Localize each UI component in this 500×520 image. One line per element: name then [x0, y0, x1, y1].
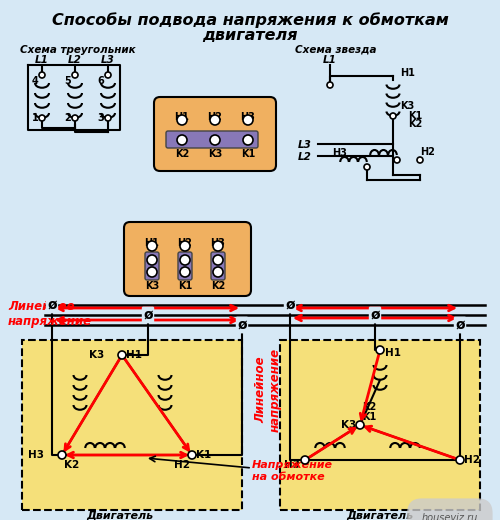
Text: 5: 5: [64, 76, 71, 86]
Circle shape: [177, 115, 187, 125]
Text: ø: ø: [455, 318, 465, 332]
Circle shape: [213, 267, 223, 277]
Circle shape: [364, 164, 370, 170]
Text: 2: 2: [64, 113, 71, 123]
Text: 6: 6: [98, 76, 104, 86]
Text: K2: K2: [211, 281, 225, 291]
Text: H2: H2: [178, 238, 192, 248]
Text: 1: 1: [32, 113, 38, 123]
Text: H1: H1: [174, 112, 190, 122]
Circle shape: [210, 135, 220, 145]
Text: K3: K3: [145, 281, 159, 291]
Text: Линейное
напряжение: Линейное напряжение: [8, 300, 92, 328]
Circle shape: [147, 255, 157, 265]
Text: K1: K1: [408, 111, 422, 121]
Circle shape: [147, 241, 157, 251]
Text: L1: L1: [323, 55, 337, 65]
Circle shape: [417, 157, 423, 163]
Text: H3: H3: [284, 460, 300, 470]
Circle shape: [213, 255, 223, 265]
Text: ø: ø: [143, 308, 153, 322]
Text: 3: 3: [98, 113, 104, 123]
FancyBboxPatch shape: [145, 252, 159, 280]
Text: K3: K3: [341, 420, 356, 430]
Circle shape: [188, 451, 196, 459]
Circle shape: [301, 456, 309, 464]
Text: K1: K1: [241, 149, 255, 159]
Circle shape: [243, 115, 253, 125]
Circle shape: [327, 82, 333, 88]
FancyBboxPatch shape: [124, 222, 251, 296]
Circle shape: [177, 135, 187, 145]
Circle shape: [356, 421, 364, 429]
Text: K2: K2: [362, 402, 376, 412]
Text: Напряжение
на обмотке: Напряжение на обмотке: [252, 460, 333, 482]
Text: H3: H3: [210, 238, 226, 248]
Text: H2: H2: [420, 147, 435, 157]
Text: K3: K3: [89, 350, 104, 360]
Text: 4: 4: [32, 76, 38, 86]
Text: ø: ø: [285, 298, 295, 312]
Text: H3: H3: [28, 450, 44, 460]
Bar: [280, 340, 480, 510]
Circle shape: [390, 113, 396, 119]
Text: H2: H2: [464, 455, 480, 465]
Circle shape: [376, 346, 384, 354]
Text: Схема звезда: Схема звезда: [295, 45, 376, 55]
Text: Схема треугольник: Схема треугольник: [20, 45, 136, 55]
Text: H2: H2: [208, 112, 222, 122]
Circle shape: [180, 255, 190, 265]
Text: L1: L1: [35, 55, 49, 65]
Circle shape: [105, 115, 111, 121]
Text: K3: K3: [208, 149, 222, 159]
Text: K1: K1: [362, 412, 376, 422]
Text: H3: H3: [240, 112, 256, 122]
Text: Двигатель: Двигатель: [346, 510, 414, 520]
Text: ø: ø: [370, 308, 380, 322]
Circle shape: [243, 135, 253, 145]
Circle shape: [456, 456, 464, 464]
Circle shape: [210, 115, 220, 125]
Circle shape: [394, 157, 400, 163]
Circle shape: [180, 241, 190, 251]
Text: L3: L3: [101, 55, 115, 65]
Circle shape: [118, 351, 126, 359]
Text: ø: ø: [47, 298, 57, 312]
Text: L3: L3: [298, 140, 312, 150]
Circle shape: [105, 72, 111, 78]
Circle shape: [72, 115, 78, 121]
Circle shape: [58, 451, 66, 459]
Text: Линейное
напряжение: Линейное напряжение: [254, 348, 282, 432]
FancyBboxPatch shape: [154, 97, 276, 171]
Text: Способы подвода напряжения к обмоткам: Способы подвода напряжения к обмоткам: [52, 12, 448, 28]
Text: houseviz.ru: houseviz.ru: [422, 513, 478, 520]
Text: H1: H1: [144, 238, 160, 248]
Text: L2: L2: [298, 152, 312, 162]
Text: K3: K3: [400, 101, 414, 111]
Circle shape: [213, 241, 223, 251]
Text: H1: H1: [385, 348, 401, 358]
Text: K2: K2: [64, 460, 79, 470]
Text: L2: L2: [68, 55, 82, 65]
Circle shape: [39, 115, 45, 121]
Text: K2: K2: [175, 149, 189, 159]
Text: H1: H1: [400, 68, 415, 78]
Text: K1: K1: [196, 450, 211, 460]
Text: K1: K1: [178, 281, 192, 291]
Circle shape: [147, 267, 157, 277]
Circle shape: [180, 267, 190, 277]
FancyBboxPatch shape: [178, 252, 192, 280]
Text: H2: H2: [174, 460, 190, 470]
Bar: [22, 340, 242, 510]
Circle shape: [72, 72, 78, 78]
Text: Двигатель: Двигатель: [86, 510, 154, 520]
Text: H3: H3: [332, 148, 347, 158]
Text: H1: H1: [126, 350, 142, 360]
Text: ø: ø: [237, 318, 247, 332]
FancyBboxPatch shape: [211, 252, 225, 280]
Text: K2: K2: [408, 119, 422, 129]
FancyBboxPatch shape: [166, 131, 258, 148]
Text: двигателя: двигателя: [202, 28, 298, 43]
Circle shape: [39, 72, 45, 78]
